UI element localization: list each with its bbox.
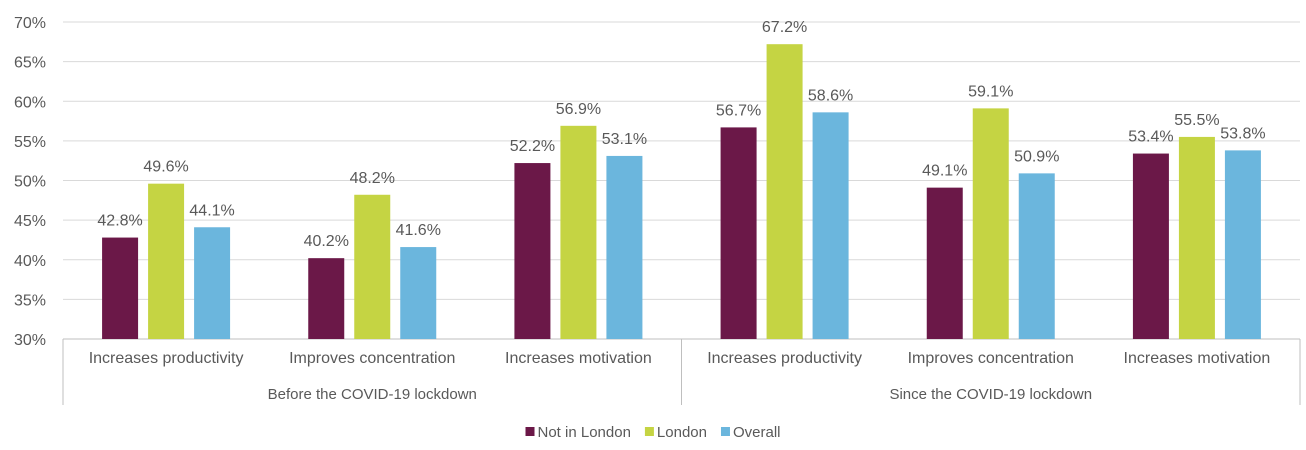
data-label: 53.1% xyxy=(602,131,647,148)
x-category-label: Increases motivation xyxy=(505,350,652,367)
bar-overall xyxy=(812,112,849,339)
data-label: 44.1% xyxy=(189,202,234,219)
bar-london xyxy=(1178,136,1215,339)
legend-item-london: London xyxy=(644,424,707,441)
bar-london xyxy=(354,194,391,339)
data-label: 59.1% xyxy=(968,83,1013,100)
data-label: 49.6% xyxy=(143,159,188,176)
y-tick-label: 50% xyxy=(14,174,46,191)
legend-label: Overall xyxy=(733,424,781,441)
data-label: 53.8% xyxy=(1220,125,1265,142)
data-label: 52.2% xyxy=(510,138,555,155)
data-label: 58.6% xyxy=(808,87,853,104)
y-axis-tick-labels: 30% 35% 40% 45% 50% 55% 60% 65% 70% xyxy=(14,15,46,349)
legend-label: Not in London xyxy=(538,424,631,441)
bar-not-in-london xyxy=(514,163,551,339)
data-label: 40.2% xyxy=(304,233,349,250)
y-tick-label: 35% xyxy=(14,292,46,309)
data-label: 48.2% xyxy=(350,170,395,187)
x-group-label: Since the COVID-19 lockdown xyxy=(889,386,1092,403)
y-tick-label: 45% xyxy=(14,213,46,230)
bar-london xyxy=(560,125,597,339)
bar-overall xyxy=(1224,150,1261,339)
bar-overall xyxy=(1018,173,1055,339)
data-label: 49.1% xyxy=(922,163,967,180)
data-label: 53.4% xyxy=(1128,129,1173,146)
data-labels: 42.8% 49.6% 44.1% 40.2% 48.2% 41.6% 52.2% 56.9%… xyxy=(97,19,1265,250)
data-label: 50.9% xyxy=(1014,148,1059,165)
y-tick-label: 65% xyxy=(14,55,46,72)
y-tick-label: 55% xyxy=(14,134,46,151)
x-group-label: Before the COVID-19 lockdown xyxy=(268,386,477,403)
legend-swatch xyxy=(644,427,654,436)
x-category-label: Increases productivity xyxy=(707,350,862,367)
bar-not-in-london xyxy=(308,258,345,339)
legend-label: London xyxy=(657,424,707,441)
bar-not-in-london xyxy=(1132,153,1169,339)
legend-swatch xyxy=(720,427,730,436)
bar-overall xyxy=(194,227,231,339)
y-tick-label: 30% xyxy=(14,332,46,349)
x-category-label: Increases motivation xyxy=(1124,350,1271,367)
legend-item-not-in-london: Not in London xyxy=(525,424,631,441)
legend-item-overall: Overall xyxy=(720,424,781,441)
bar-london xyxy=(148,183,185,339)
bar-overall xyxy=(400,247,437,339)
bars xyxy=(102,44,1261,339)
bar-london xyxy=(972,108,1009,339)
bar-overall xyxy=(606,155,643,339)
legend: Not in London London Overall xyxy=(525,424,781,441)
y-tick-label: 70% xyxy=(14,15,46,32)
x-category-label: Improves concentration xyxy=(908,350,1074,367)
x-axis: Increases productivity Improves concentra… xyxy=(62,339,1301,405)
bar-not-in-london xyxy=(102,237,139,339)
data-label: 42.8% xyxy=(97,213,142,230)
legend-swatch xyxy=(525,427,535,436)
x-category-label: Increases productivity xyxy=(89,350,244,367)
y-tick-label: 60% xyxy=(14,94,46,111)
data-label: 56.9% xyxy=(556,101,601,118)
gridlines xyxy=(63,21,1300,340)
bar-not-in-london xyxy=(926,187,963,339)
bar-london xyxy=(766,44,803,339)
data-label: 67.2% xyxy=(762,19,807,36)
bar-not-in-london xyxy=(720,127,757,339)
x-category-label: Improves concentration xyxy=(289,350,455,367)
data-label: 55.5% xyxy=(1174,112,1219,129)
data-label: 41.6% xyxy=(396,222,441,239)
data-label: 56.7% xyxy=(716,102,761,119)
y-tick-label: 40% xyxy=(14,253,46,270)
